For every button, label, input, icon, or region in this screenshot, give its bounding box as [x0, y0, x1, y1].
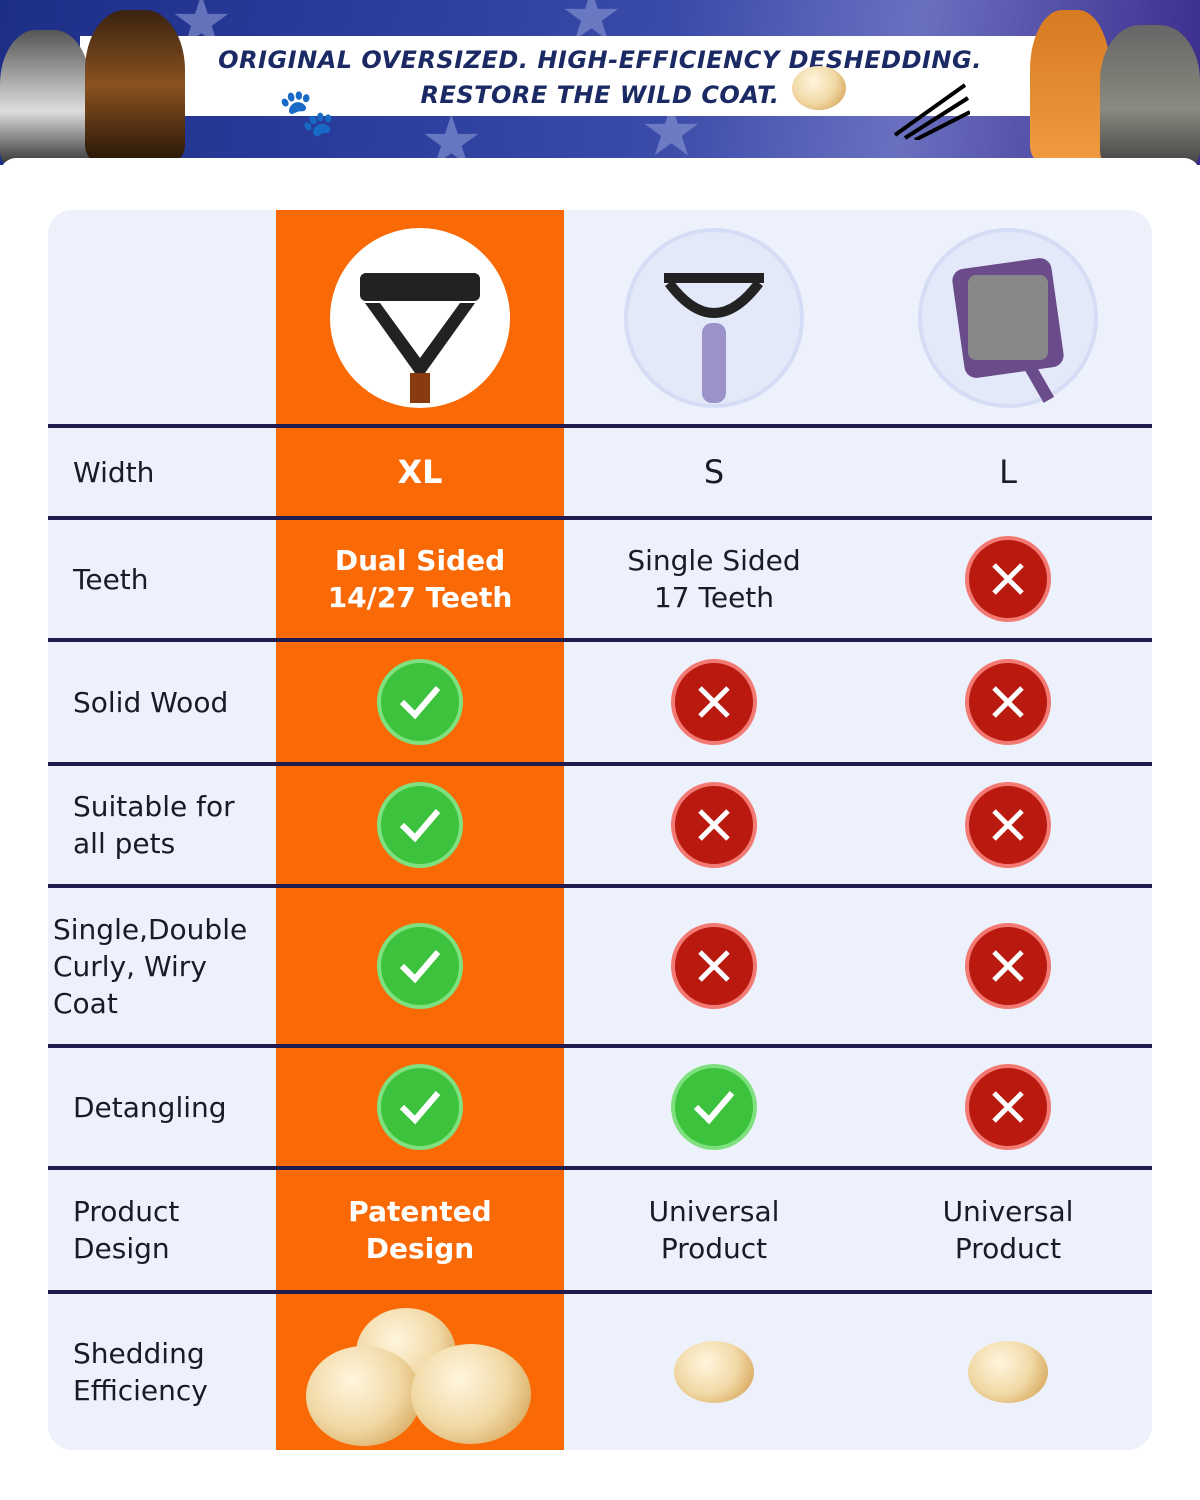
- s-design: Universal Product: [648, 1195, 780, 1265]
- xl-design: Patented Design: [348, 1195, 492, 1265]
- xl-detangling: [276, 1048, 564, 1166]
- orange-cat-image: [1030, 10, 1110, 160]
- l-teeth: [864, 520, 1152, 638]
- xl-solid-wood: [276, 642, 564, 762]
- row-divider: [48, 1166, 1152, 1170]
- xl-coat: [276, 888, 564, 1044]
- xl-teeth: Dual Sided 14/27 Teeth: [327, 544, 513, 614]
- shepherd-image: [85, 10, 185, 160]
- row-label-shedding: Shedding Efficiency: [73, 1337, 208, 1407]
- l-design: Universal Product: [942, 1195, 1074, 1265]
- husky-image: [0, 30, 90, 165]
- l-suitable: [864, 766, 1152, 884]
- row-label-solid-wood: Solid Wood: [73, 685, 229, 719]
- claw-marks-icon: [893, 83, 970, 140]
- l-coat: [864, 888, 1152, 1044]
- cross-icon: [965, 536, 1051, 622]
- l-detangling: [864, 1048, 1152, 1166]
- s-teeth: Single Sided 17 Teeth: [627, 544, 801, 614]
- row-label-teeth: Teeth: [73, 562, 149, 596]
- banner-subheadline: RESTORE THE WILD COAT.: [420, 81, 780, 109]
- xl-suitable: [276, 766, 564, 884]
- row-divider: [48, 762, 1152, 766]
- row-label-detangling: Detangling: [73, 1090, 227, 1124]
- check-icon: [377, 782, 463, 868]
- grey-cat-image: [1100, 25, 1200, 165]
- s-detangling: [564, 1048, 864, 1166]
- s-width: S: [703, 452, 725, 491]
- check-icon: [671, 1064, 757, 1150]
- row-divider: [48, 884, 1152, 888]
- cross-icon: [671, 782, 757, 868]
- paw-icon: 🐾: [278, 85, 336, 139]
- banner-headline: ORIGINAL OVERSIZED. HIGH-EFFICIENCY DESH…: [218, 46, 982, 74]
- s-product-image: [564, 228, 864, 408]
- cross-icon: [671, 659, 757, 745]
- row-divider: [48, 1290, 1152, 1294]
- cross-icon: [965, 923, 1051, 1009]
- s-shedding-fur-ball: [564, 1294, 864, 1450]
- row-label-suitable: Suitable for all pets: [73, 790, 235, 860]
- l-product-image: [864, 228, 1152, 408]
- check-icon: [377, 923, 463, 1009]
- row-divider: [48, 516, 1152, 520]
- s-coat: [564, 888, 864, 1044]
- header-banner: ★ ★ ★ ★ ORIGINAL OVERSIZED. HIGH-EFFICIE…: [0, 0, 1200, 165]
- xl-product-image: [276, 228, 564, 408]
- comparison-table: Width XL S L Teeth Dual Sided 14/27 Teet…: [48, 210, 1152, 1450]
- l-width: L: [999, 452, 1017, 491]
- check-icon: [377, 1064, 463, 1150]
- xl-shedding-fur-pile: [276, 1294, 564, 1450]
- row-divider: [48, 424, 1152, 428]
- l-solid-wood: [864, 642, 1152, 762]
- row-divider: [48, 1044, 1152, 1048]
- fur-ball-image: [792, 66, 846, 110]
- cross-icon: [671, 923, 757, 1009]
- row-label-width: Width: [73, 455, 155, 489]
- banner-strip: [80, 36, 1070, 116]
- xl-width: XL: [397, 452, 443, 491]
- check-icon: [377, 659, 463, 745]
- row-divider: [48, 638, 1152, 642]
- l-shedding-fur-ball: [864, 1294, 1152, 1450]
- s-solid-wood: [564, 642, 864, 762]
- s-suitable: [564, 766, 864, 884]
- row-label-design: Product Design: [73, 1195, 180, 1265]
- cross-icon: [965, 659, 1051, 745]
- cross-icon: [965, 782, 1051, 868]
- cross-icon: [965, 1064, 1051, 1150]
- row-label-coat: Single,Double Curly, Wiry Coat: [53, 912, 248, 1020]
